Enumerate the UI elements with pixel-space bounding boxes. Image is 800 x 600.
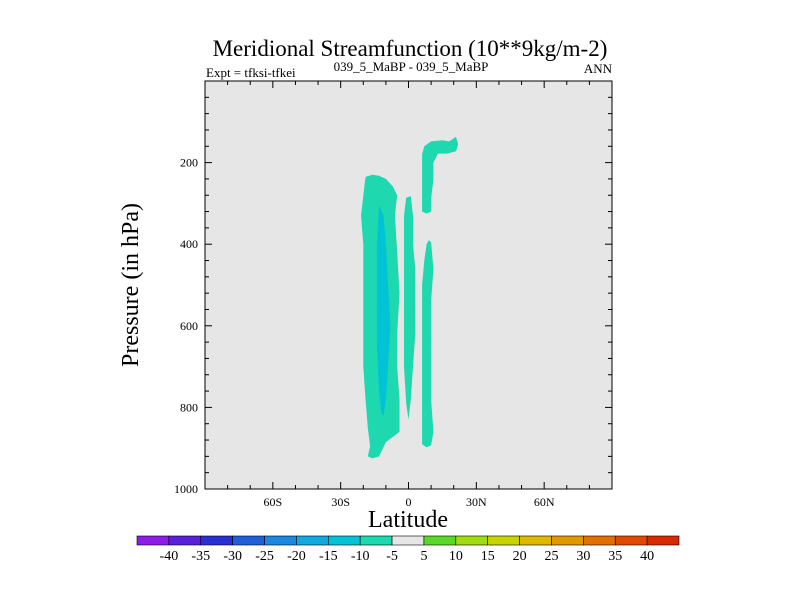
x-axis: 60S 30S 0 30N 60N <box>204 81 613 509</box>
colorbar-swatch <box>200 535 233 546</box>
x-tick-label: 0 <box>406 495 412 509</box>
y-tick-label: 800 <box>180 400 198 414</box>
contour-region-southern-cell-core <box>376 205 391 416</box>
y-tick-label: 400 <box>180 237 198 251</box>
x-tick-label: 60N <box>534 495 555 509</box>
contour-region-equatorial-strip <box>404 196 416 420</box>
colorbar-swatch <box>423 535 457 546</box>
x-tick-label: 30N <box>466 495 487 509</box>
colorbar-label: 20 <box>513 549 527 564</box>
colorbar-swatch <box>136 535 170 546</box>
colorbar-label: 10 <box>449 549 463 564</box>
colorbar-label: 40 <box>640 549 654 564</box>
colorbar-swatch <box>391 535 425 546</box>
experiment-subtitle: 039_5_MaBP - 039_5_MaBP <box>334 59 489 74</box>
colorbar-swatch <box>551 535 584 546</box>
colorbar-swatch <box>583 535 616 546</box>
y-axis-title: Pressure (in hPa) <box>118 203 144 367</box>
colorbar-swatch <box>614 535 648 546</box>
y-tick-label: 200 <box>180 156 198 170</box>
colorbar-labels: -40 -35 -30 -25 -20 -15 -10 -5 5 10 15 20 25 30 35 40 <box>160 549 655 564</box>
colorbar-swatch <box>519 535 552 546</box>
colorbar-label: -30 <box>223 549 242 564</box>
colorbar-label: -10 <box>351 549 370 564</box>
colorbar-swatch <box>455 535 489 546</box>
colorbar-label: -35 <box>191 549 210 564</box>
experiment-label: Expt = tfksi-tfkei <box>206 65 296 80</box>
x-tick-label: 30S <box>331 495 350 509</box>
y-axis: 200 400 600 800 1000 <box>174 80 612 496</box>
colorbar-label: 15 <box>481 549 495 564</box>
colorbar-swatch <box>232 535 265 546</box>
colorbar-swatch <box>264 535 297 546</box>
colorbar-label: -15 <box>319 549 338 564</box>
contour-region-northern-lower-lobe <box>422 240 434 448</box>
y-tick-label: 600 <box>180 319 198 333</box>
colorbar-label: 35 <box>608 549 622 564</box>
colorbar-swatch <box>646 535 680 546</box>
colorbar-label: 25 <box>544 549 558 564</box>
chart-title: Meridional Streamfunction (10**9kg/m-2) <box>213 36 608 61</box>
colorbar-label: -5 <box>386 549 398 564</box>
y-tick-label: 1000 <box>174 482 198 496</box>
colorbar-swatch <box>327 535 361 546</box>
contour-layer <box>361 136 459 459</box>
colorbar-label: 5 <box>420 549 427 564</box>
x-tick-label: 60S <box>263 495 282 509</box>
colorbar-swatch <box>168 535 202 546</box>
colorbar-swatch <box>487 535 520 546</box>
colorbar-swatch <box>296 535 329 546</box>
colorbar-swatch <box>359 535 393 546</box>
colorbar-label: -40 <box>160 549 179 564</box>
colorbar <box>136 535 680 546</box>
season-label: ANN <box>584 61 613 76</box>
contour-region-northern-upper-lobe <box>422 136 459 214</box>
x-axis-title: Latitude <box>368 507 448 533</box>
colorbar-label: 30 <box>576 549 590 564</box>
colorbar-label: -20 <box>287 549 306 564</box>
colorbar-label: -25 <box>255 549 274 564</box>
